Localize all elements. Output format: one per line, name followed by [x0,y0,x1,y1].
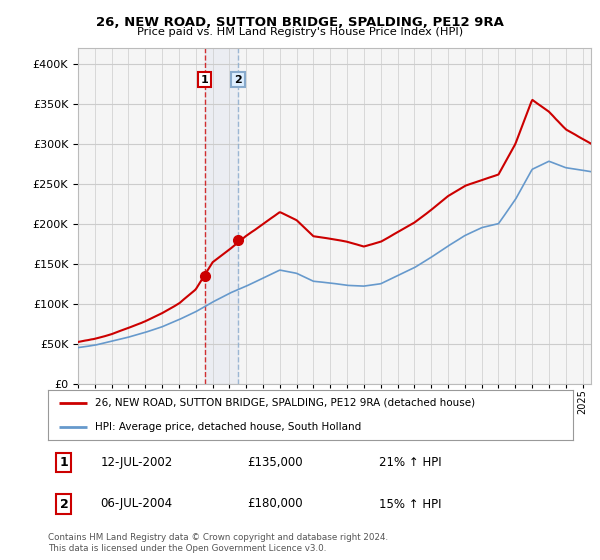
Text: 26, NEW ROAD, SUTTON BRIDGE, SPALDING, PE12 9RA (detached house): 26, NEW ROAD, SUTTON BRIDGE, SPALDING, P… [95,398,475,408]
Text: 26, NEW ROAD, SUTTON BRIDGE, SPALDING, PE12 9RA: 26, NEW ROAD, SUTTON BRIDGE, SPALDING, P… [96,16,504,29]
Text: Price paid vs. HM Land Registry's House Price Index (HPI): Price paid vs. HM Land Registry's House … [137,27,463,37]
Text: £180,000: £180,000 [248,497,303,511]
Bar [205,48,238,384]
Text: 1: 1 [201,74,209,85]
Text: £135,000: £135,000 [248,456,303,469]
Text: HPI: Average price, detached house, South Holland: HPI: Average price, detached house, Sout… [95,422,361,432]
Text: 06-JUL-2004: 06-JUL-2004 [101,497,173,511]
Text: 15% ↑ HPI: 15% ↑ HPI [379,497,441,511]
Text: 2: 2 [59,497,68,511]
Text: 12-JUL-2002: 12-JUL-2002 [101,456,173,469]
Text: 2: 2 [234,74,242,85]
Text: 21% ↑ HPI: 21% ↑ HPI [379,456,442,469]
Text: Contains HM Land Registry data © Crown copyright and database right 2024.
This d: Contains HM Land Registry data © Crown c… [48,533,388,553]
Text: 1: 1 [59,456,68,469]
